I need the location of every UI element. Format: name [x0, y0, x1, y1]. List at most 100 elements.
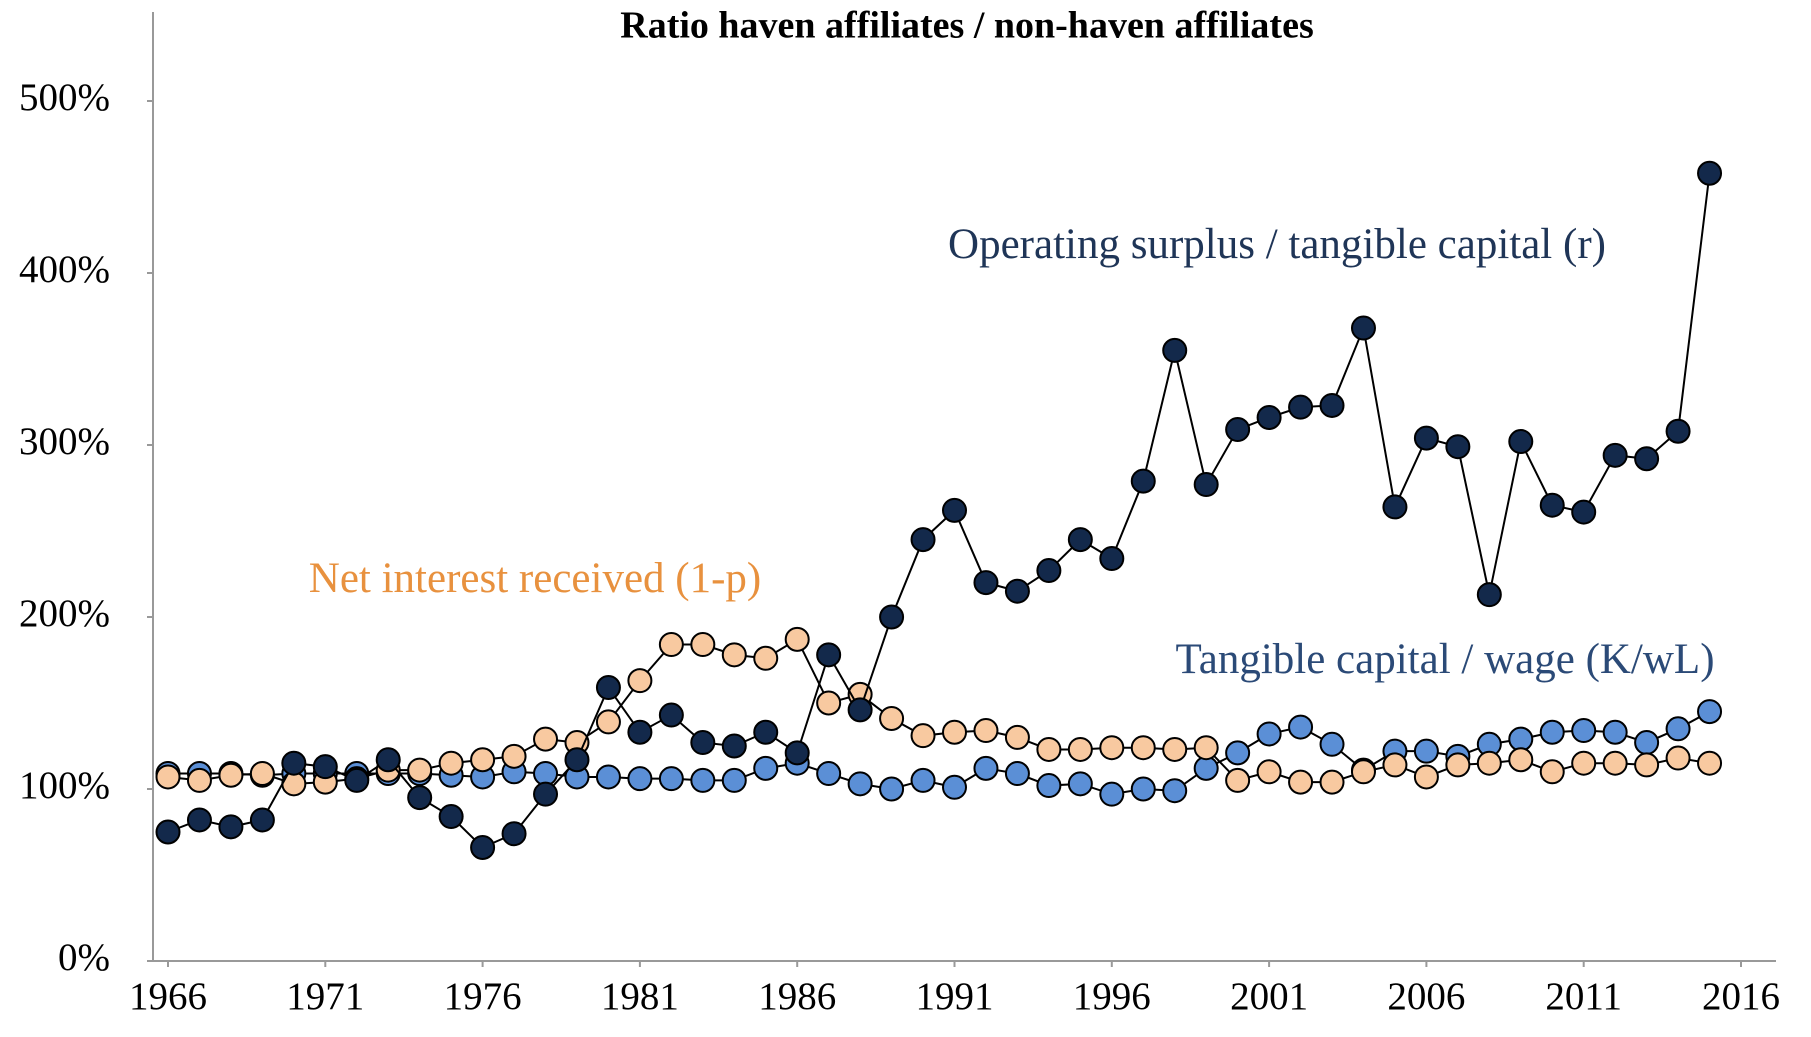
x-tick-label: 2006: [1387, 975, 1465, 1018]
chart-title: Ratio haven affiliates / non-haven affil…: [620, 5, 1313, 47]
marker: [438, 804, 464, 830]
marker: [344, 767, 370, 793]
y-tick-label: 100%: [19, 764, 110, 807]
marker: [533, 726, 559, 752]
marker: [438, 750, 464, 776]
marker: [1288, 394, 1314, 420]
series-label: Operating surplus / tangible capital (r): [948, 221, 1606, 268]
x-tick-label: 1996: [1073, 975, 1151, 1018]
marker: [721, 642, 747, 668]
marker: [1665, 745, 1691, 771]
marker: [1004, 724, 1030, 750]
marker: [1225, 417, 1251, 443]
marker: [973, 570, 999, 596]
series-label: Tangible capital / wage (K/wL): [1175, 636, 1714, 683]
x-tick-label: 2016: [1702, 975, 1780, 1018]
marker: [879, 776, 905, 802]
marker: [816, 761, 842, 787]
marker: [1067, 771, 1093, 797]
marker: [564, 747, 590, 773]
marker: [1130, 468, 1156, 494]
marker: [249, 807, 275, 833]
marker: [1508, 429, 1534, 455]
x-tick-label: 1966: [129, 975, 207, 1018]
marker: [690, 730, 716, 756]
marker: [942, 497, 967, 523]
marker: [470, 834, 496, 860]
marker: [1067, 736, 1093, 762]
marker: [1445, 752, 1471, 778]
marker: [1004, 578, 1030, 604]
marker: [973, 718, 999, 744]
marker: [1225, 740, 1251, 766]
marker: [816, 642, 842, 668]
marker: [753, 755, 779, 781]
marker: [910, 767, 936, 793]
marker: [1288, 769, 1314, 795]
marker: [281, 750, 307, 776]
x-tick-label: 2011: [1545, 975, 1622, 1018]
marker: [312, 754, 338, 780]
marker: [1382, 494, 1408, 520]
marker: [1319, 392, 1345, 418]
marker: [1036, 558, 1062, 584]
marker: [1350, 315, 1376, 341]
marker: [1697, 160, 1723, 186]
marker: [658, 702, 684, 728]
marker: [1225, 767, 1251, 793]
x-tick-label: 1986: [758, 975, 836, 1018]
marker: [879, 604, 905, 630]
marker: [1413, 425, 1439, 451]
marker: [1602, 750, 1628, 776]
marker: [690, 767, 716, 793]
marker: [1319, 769, 1345, 795]
marker: [533, 761, 559, 787]
marker: [155, 819, 181, 845]
marker: [218, 814, 244, 840]
series-label: Net interest received (1-p): [309, 555, 761, 602]
marker: [658, 632, 684, 658]
marker: [627, 719, 653, 745]
marker: [1099, 735, 1125, 761]
marker: [1571, 718, 1597, 744]
y-tick-label: 400%: [19, 248, 110, 291]
marker: [1571, 499, 1597, 525]
marker: [1445, 434, 1471, 460]
marker: [1602, 719, 1628, 745]
y-tick-label: 500%: [19, 76, 110, 119]
marker: [1539, 759, 1565, 785]
marker: [658, 766, 684, 792]
marker: [595, 675, 621, 701]
marker: [1665, 716, 1691, 742]
y-tick-label: 300%: [19, 420, 110, 463]
marker: [1602, 442, 1628, 468]
marker: [218, 762, 244, 788]
marker: [847, 771, 873, 797]
marker: [1413, 738, 1439, 764]
marker: [1350, 759, 1376, 785]
marker: [186, 807, 212, 833]
marker: [407, 785, 433, 811]
marker: [1256, 759, 1282, 785]
marker: [1634, 730, 1660, 756]
marker: [690, 632, 716, 658]
marker: [879, 705, 905, 731]
series-line: [168, 710, 1711, 796]
marker: [1099, 781, 1125, 807]
x-tick-label: 1991: [916, 975, 994, 1018]
marker: [1256, 404, 1282, 430]
marker: [1382, 752, 1408, 778]
marker: [973, 755, 999, 781]
marker: [1130, 735, 1156, 761]
marker: [1665, 418, 1691, 444]
marker: [1099, 546, 1125, 572]
marker: [1634, 752, 1660, 778]
marker: [627, 766, 653, 792]
marker: [910, 723, 936, 749]
marker: [1130, 776, 1156, 802]
marker: [1162, 337, 1188, 363]
x-tick-label: 1981: [601, 975, 679, 1018]
marker: [847, 697, 873, 723]
marker: [627, 668, 653, 694]
